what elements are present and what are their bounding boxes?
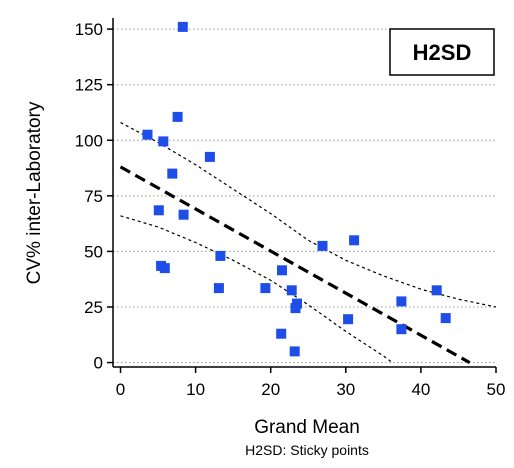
data-point-17 — [290, 303, 301, 314]
x-tick-label-20: 20 — [261, 380, 280, 399]
chart-subtitle: H2SD: Sticky points — [245, 442, 369, 458]
x-tick-label-0: 0 — [116, 380, 125, 399]
data-point-18 — [276, 328, 287, 339]
y-tick-label-0: 0 — [94, 354, 103, 373]
data-point-7 — [153, 205, 164, 216]
lower-confidence-band — [120, 215, 393, 364]
x-tick-label-30: 30 — [336, 380, 355, 399]
data-point-13 — [260, 283, 271, 294]
y-tick-label-150: 150 — [75, 20, 103, 39]
data-point-26 — [440, 313, 451, 324]
data-point-12 — [213, 283, 224, 294]
badge-box — [389, 28, 495, 76]
data-point-1 — [177, 21, 188, 32]
data-point-5 — [167, 168, 178, 179]
data-point-2 — [142, 129, 153, 140]
data-point-15 — [286, 285, 297, 296]
y-tick-label-75: 75 — [84, 187, 103, 206]
data-point-3 — [158, 136, 169, 147]
y-tick-label-50: 50 — [84, 242, 103, 261]
y-tick-label-125: 125 — [75, 76, 103, 95]
data-point-24 — [396, 324, 407, 335]
data-point-10 — [159, 263, 170, 274]
data-point-20 — [317, 240, 328, 251]
upper-confidence-band — [120, 121, 497, 308]
data-point-21 — [349, 235, 360, 246]
y-tick-label-100: 100 — [75, 131, 103, 150]
x-tick-label-10: 10 — [186, 380, 205, 399]
data-point-11 — [215, 250, 226, 261]
data-point-14 — [277, 265, 287, 276]
y-tick-label-25: 25 — [84, 298, 103, 317]
regression-line — [119, 165, 471, 364]
x-axis-title: Grand Mean — [254, 417, 360, 438]
data-point-22 — [343, 314, 354, 325]
data-points — [142, 21, 451, 357]
badge-label: H2SD — [413, 40, 472, 65]
data-point-23 — [396, 296, 407, 307]
axis-ticks: 0 25 50 75 100 125 150 0 10 20 30 40 50 — [75, 20, 506, 399]
data-point-8 — [178, 209, 189, 220]
chart-badge: H2SD — [389, 28, 495, 76]
y-axis-title: CV% inter-Laboratory — [24, 101, 45, 284]
x-tick-label-40: 40 — [411, 380, 430, 399]
regression-line-group — [119, 165, 471, 364]
x-tick-label-50: 50 — [487, 380, 506, 399]
data-point-4 — [172, 111, 183, 122]
data-point-6 — [204, 151, 215, 162]
data-point-25 — [431, 285, 442, 296]
confidence-bands — [120, 121, 497, 364]
data-point-19 — [289, 346, 300, 357]
